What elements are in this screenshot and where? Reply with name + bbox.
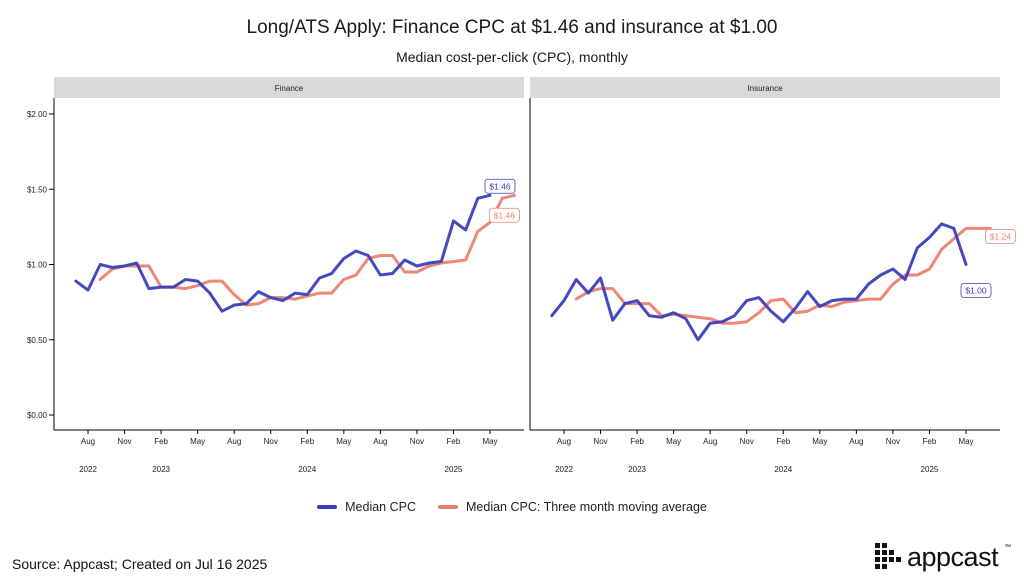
x-tick-label: Nov — [740, 437, 754, 446]
x-tick-label: Feb — [300, 437, 314, 446]
panel-strip — [530, 77, 1000, 98]
x-tick-label: Feb — [154, 437, 168, 446]
x-tick-label: May — [336, 437, 351, 446]
x-tick-label: May — [812, 437, 827, 446]
x-tick-label: Aug — [81, 437, 95, 446]
x-tick-label: Feb — [447, 437, 461, 446]
x-year-label: 2023 — [628, 465, 646, 474]
panel-strip-label: Insurance — [747, 84, 783, 93]
series-line-moving-average — [574, 226, 992, 325]
brand-name: appcast — [907, 542, 999, 572]
annotation-box-median — [484, 178, 516, 194]
annotation-label-moving-average: $1.46 — [494, 210, 516, 220]
y-tick-label: $0.00 — [27, 411, 48, 420]
chart-legend: Median CPC Median CPC: Three month movin… — [0, 500, 1024, 514]
x-tick-label: Aug — [557, 437, 571, 446]
legend-swatch-median — [317, 505, 338, 509]
x-tick-label: Feb — [630, 437, 644, 446]
appcast-dot-grid-logo-icon — [875, 542, 901, 569]
y-tick-label: $1.50 — [27, 185, 48, 194]
x-tick-label: Aug — [227, 437, 241, 446]
chart-title: Long/ATS Apply: Finance CPC at $1.46 and… — [246, 17, 778, 38]
x-tick-label: Nov — [886, 437, 900, 446]
annotation-label-median: $1.00 — [965, 286, 987, 296]
brand-trademark: ™ — [1004, 544, 1012, 551]
annotation-label-moving-average: $1.24 — [990, 231, 1012, 241]
x-year-label: 2022 — [555, 465, 573, 474]
x-tick-label: Aug — [849, 437, 863, 446]
y-tick-label: $1.00 — [27, 261, 48, 270]
series-line-median-cpc — [550, 222, 968, 342]
source-note: Source: Appcast; Created on Jul 16 2025 — [12, 556, 268, 572]
x-year-label: 2024 — [298, 465, 316, 474]
x-tick-label: Nov — [264, 437, 278, 446]
annotation-box-moving-average — [984, 228, 1016, 244]
chart-subtitle: Median cost-per-click (CPC), monthly — [396, 49, 628, 65]
series-line-moving-average — [98, 193, 516, 307]
annotation-label-median: $1.46 — [489, 181, 511, 191]
y-tick-label: $0.50 — [27, 336, 48, 345]
annotation-box-median — [960, 283, 992, 298]
x-tick-label: Feb — [923, 437, 937, 446]
legend-swatch-moving-average — [438, 505, 458, 509]
brand-logo: appcast ™ — [875, 542, 1011, 573]
legend-item-moving-average: Median CPC: Three month moving average — [438, 500, 707, 514]
x-year-label: 2025 — [921, 465, 939, 474]
x-tick-label: Aug — [373, 437, 387, 446]
x-tick-label: May — [958, 437, 973, 446]
x-year-label: 2025 — [445, 465, 463, 474]
x-year-label: 2022 — [79, 465, 97, 474]
x-tick-label: Nov — [117, 437, 131, 446]
panel-strip-label: Finance — [275, 84, 304, 93]
x-year-label: 2023 — [152, 465, 170, 474]
x-tick-label: Feb — [776, 437, 790, 446]
x-tick-label: May — [482, 437, 497, 446]
x-tick-label: Aug — [703, 437, 717, 446]
x-tick-label: May — [190, 437, 205, 446]
chart-canvas: $0.00 $0.50 $1.00 $1.50 $2.00 Finance Aug Nov Fe… — [27, 77, 1016, 474]
x-year-label: 2024 — [774, 465, 792, 474]
x-tick-label: Nov — [593, 437, 607, 446]
x-tick-label: Nov — [410, 437, 424, 446]
annotation-box-moving-average — [488, 207, 520, 223]
y-tick-label: $2.00 — [27, 110, 48, 119]
legend-item-median: Median CPC — [317, 500, 416, 514]
x-tick-label: May — [666, 437, 681, 446]
legend-label-moving-average: Median CPC: Three month moving average — [466, 500, 707, 514]
series-line-median-cpc — [74, 193, 492, 313]
panel-strip — [54, 77, 524, 98]
legend-label-median: Median CPC — [345, 500, 416, 514]
